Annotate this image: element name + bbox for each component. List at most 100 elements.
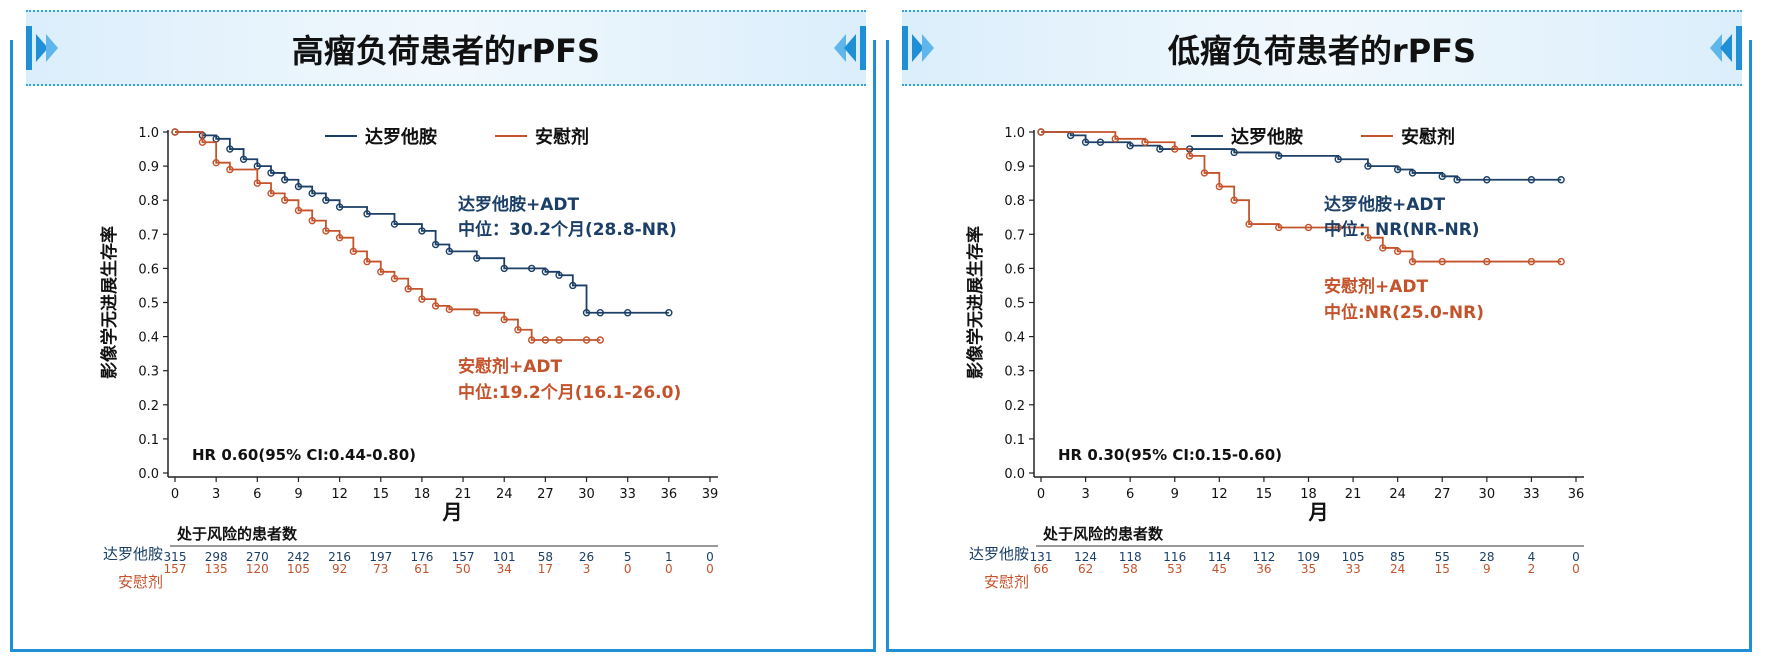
censor-point-darolutamide bbox=[431, 240, 440, 249]
censor-point-placebo bbox=[1438, 257, 1446, 266]
censor-point-placebo bbox=[335, 234, 344, 242]
censor-point-darolutamide bbox=[445, 247, 454, 256]
risk-value-darolutamide: 55 bbox=[1435, 550, 1450, 564]
chevron-left-icon bbox=[834, 26, 866, 70]
risk-value-darolutamide: 124 bbox=[1074, 550, 1097, 564]
censor-point-darolutamide bbox=[541, 268, 550, 276]
x-tick-label: 0 bbox=[171, 487, 179, 502]
censor-point-darolutamide bbox=[418, 227, 426, 235]
censor-point-darolutamide bbox=[1096, 138, 1105, 146]
censor-point-placebo bbox=[390, 274, 399, 283]
censor-point-placebo bbox=[1111, 135, 1120, 143]
x-tick-label: 3 bbox=[212, 487, 220, 502]
x-tick-label: 6 bbox=[1126, 487, 1134, 502]
y-tick-label: 0.4 bbox=[1004, 331, 1025, 346]
censor-point-darolutamide bbox=[1453, 176, 1461, 184]
censor-point-placebo bbox=[1230, 196, 1238, 204]
risk-value-darolutamide: 0 bbox=[706, 550, 714, 564]
x-axis-label: 月 bbox=[442, 500, 463, 524]
x-tick-label: 15 bbox=[372, 487, 389, 502]
annotation-darolutamide-median: 中位：NR(NR-NR) bbox=[1324, 219, 1480, 240]
risk-value-placebo: 50 bbox=[455, 562, 470, 576]
risk-value-placebo: 34 bbox=[497, 562, 512, 576]
y-tick-label: 0.8 bbox=[138, 194, 159, 209]
x-tick-label: 3 bbox=[1081, 487, 1089, 502]
annotation-placebo-arm: 安慰剂+ADT bbox=[1324, 276, 1429, 297]
risk-value-placebo: 105 bbox=[287, 562, 310, 576]
censor-point-placebo bbox=[308, 216, 316, 225]
legend-label-darolutamide: 达罗他胺 bbox=[365, 126, 437, 148]
censor-point-placebo bbox=[1334, 223, 1342, 232]
risk-value-placebo: 53 bbox=[1167, 562, 1182, 576]
censor-point-placebo bbox=[514, 326, 522, 334]
y-tick-label: 0.7 bbox=[138, 228, 159, 243]
risk-value-darolutamide: 0 bbox=[1572, 550, 1580, 564]
censor-point-darolutamide bbox=[281, 176, 289, 184]
annotation-placebo-arm: 安慰剂+ADT bbox=[458, 356, 563, 377]
censor-point-darolutamide bbox=[500, 264, 508, 273]
risk-table-title: 处于风险的患者数 bbox=[1042, 525, 1164, 543]
x-tick-label: 27 bbox=[1434, 487, 1451, 502]
y-tick-label: 0.3 bbox=[1004, 365, 1025, 380]
censor-point-darolutamide bbox=[1230, 148, 1238, 157]
risk-value-darolutamide: 315 bbox=[164, 550, 187, 564]
x-axis-label: 月 bbox=[1308, 500, 1329, 524]
y-tick-label: 0.9 bbox=[1004, 160, 1025, 175]
y-axis-label: 影像学无进展生存率 bbox=[99, 226, 120, 379]
risk-value-darolutamide: 58 bbox=[538, 550, 553, 564]
censor-point-placebo bbox=[1275, 223, 1283, 232]
title-bar: 高瘤负荷患者的rPFS bbox=[26, 10, 866, 86]
risk-value-darolutamide: 157 bbox=[452, 550, 475, 564]
censor-point-placebo bbox=[1379, 244, 1387, 252]
censor-point-darolutamide bbox=[1527, 176, 1536, 184]
censor-point-placebo bbox=[226, 165, 234, 174]
censor-point-placebo bbox=[527, 336, 536, 344]
risk-value-placebo: 92 bbox=[332, 562, 347, 576]
risk-value-darolutamide: 216 bbox=[328, 550, 351, 564]
censor-point-placebo bbox=[1200, 169, 1209, 177]
risk-value-placebo: 120 bbox=[246, 562, 269, 576]
censor-point-darolutamide bbox=[1126, 141, 1134, 150]
x-tick-label: 30 bbox=[578, 487, 595, 502]
censor-point-placebo bbox=[267, 189, 275, 198]
panel-low-burden: 低瘤负荷患者的rPFS 0.0 0.1 0.2 0.3 0.4 0.5 0.6 0.7 0.8 0… bbox=[886, 10, 1758, 658]
censor-point-darolutamide bbox=[623, 309, 632, 317]
censor-point-placebo bbox=[445, 305, 454, 314]
risk-value-placebo: 0 bbox=[706, 562, 714, 576]
risk-value-darolutamide: 270 bbox=[246, 550, 269, 564]
censor-point-darolutamide bbox=[1334, 155, 1342, 163]
risk-value-placebo: 0 bbox=[1572, 562, 1580, 576]
risk-value-placebo: 0 bbox=[624, 562, 632, 576]
panel-frame bbox=[886, 40, 1752, 652]
censor-point-darolutamide bbox=[335, 203, 344, 211]
x-tick-label: 12 bbox=[1211, 487, 1228, 502]
censor-point-darolutamide bbox=[1408, 169, 1417, 177]
y-tick-label: 0.0 bbox=[138, 467, 159, 482]
y-tick-label: 0.0 bbox=[1004, 467, 1025, 482]
risk-value-placebo: 45 bbox=[1212, 562, 1227, 576]
censor-point-placebo bbox=[1557, 257, 1565, 266]
risk-value-darolutamide: 101 bbox=[493, 550, 516, 564]
risk-value-placebo: 0 bbox=[665, 562, 673, 576]
y-tick-label: 0.1 bbox=[138, 433, 159, 448]
y-tick-label: 0.8 bbox=[1004, 194, 1025, 209]
x-tick-label: 12 bbox=[331, 487, 348, 502]
legend-label-placebo: 安慰剂 bbox=[535, 126, 589, 148]
censor-point-darolutamide bbox=[308, 189, 316, 198]
x-tick-label: 9 bbox=[294, 487, 302, 502]
censor-point-placebo bbox=[198, 138, 207, 146]
km-chart-high-burden: 0.00.10.20.30.40.50.60.70.80.91.00 3 6 9 12 1… bbox=[99, 126, 718, 591]
censor-point-placebo bbox=[1037, 128, 1045, 136]
censor-point-placebo bbox=[541, 336, 550, 344]
risk-row-label-placebo: 安慰剂 bbox=[984, 573, 1029, 591]
risk-value-placebo: 33 bbox=[1345, 562, 1360, 576]
risk-value-darolutamide: 1 bbox=[665, 550, 673, 564]
censor-point-placebo bbox=[500, 315, 508, 324]
y-tick-label: 0.6 bbox=[1004, 262, 1025, 277]
y-tick-label: 0.4 bbox=[138, 331, 159, 346]
censor-point-placebo bbox=[1304, 223, 1313, 232]
km-chart-low-burden: 0.00.10.20.30.40.50.60.70.80.91.00 3 6 9 12 1… bbox=[965, 126, 1584, 591]
censor-point-darolutamide bbox=[1393, 165, 1402, 174]
y-tick-label: 1.0 bbox=[1004, 126, 1025, 141]
x-tick-label: 21 bbox=[1345, 487, 1362, 502]
